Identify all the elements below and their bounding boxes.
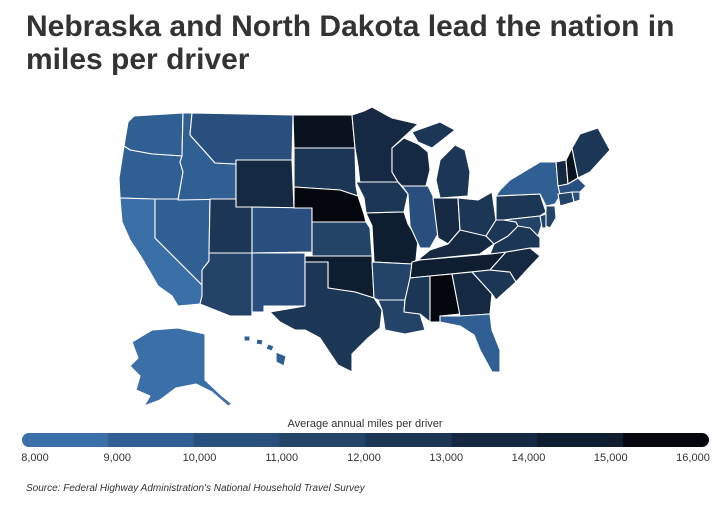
legend-tick: 13,000 <box>429 452 464 464</box>
state-de[interactable] <box>539 213 547 229</box>
legend-tick: 10,000 <box>182 452 217 464</box>
legend-tick: 9,000 <box>103 452 132 464</box>
legend-tick: 16,000 <box>676 452 710 464</box>
state-il[interactable] <box>401 185 439 249</box>
legend-tick: 12,000 <box>347 452 381 464</box>
state-ny[interactable] <box>495 161 561 207</box>
legend-segment <box>193 433 281 447</box>
state-ri[interactable] <box>571 191 581 203</box>
state-me[interactable] <box>571 127 611 179</box>
legend-segment <box>365 433 452 447</box>
legend-segment <box>537 433 624 447</box>
state-mi[interactable] <box>411 121 471 199</box>
legend-segment <box>451 433 538 447</box>
state-hi[interactable] <box>243 335 287 367</box>
legend-segment <box>623 433 709 447</box>
state-az[interactable] <box>199 252 253 317</box>
legend-segment <box>107 433 195 447</box>
legend-tick: 14,000 <box>511 452 546 464</box>
state-tx[interactable] <box>269 261 383 373</box>
state-fl[interactable] <box>439 313 501 373</box>
legend-tick: 8,000 <box>21 452 49 464</box>
legend-tick: 15,000 <box>593 452 628 464</box>
legend-segment <box>22 433 109 447</box>
state-wy[interactable] <box>235 159 295 209</box>
chart-title: Nebraska and North Dakota lead the natio… <box>26 10 675 76</box>
source-note: Source: Federal Highway Administration's… <box>26 483 365 494</box>
legend-segment <box>279 433 366 447</box>
state-ak[interactable] <box>129 327 233 407</box>
state-wi[interactable] <box>391 137 431 187</box>
state-nm[interactable] <box>251 252 306 313</box>
state-ct[interactable] <box>557 191 575 207</box>
legend-tick: 11,000 <box>265 452 299 464</box>
legend-title: Average annual miles per driver <box>287 418 443 430</box>
state-co[interactable] <box>251 206 313 254</box>
state-wa[interactable] <box>123 112 184 157</box>
us-choropleth-map <box>100 100 620 410</box>
state-ks[interactable] <box>311 221 373 257</box>
state-ut[interactable] <box>208 198 253 254</box>
state-mo[interactable] <box>365 211 419 265</box>
state-ia[interactable] <box>355 181 409 214</box>
legend-color-scale <box>22 433 709 447</box>
state-nd[interactable] <box>292 114 356 149</box>
